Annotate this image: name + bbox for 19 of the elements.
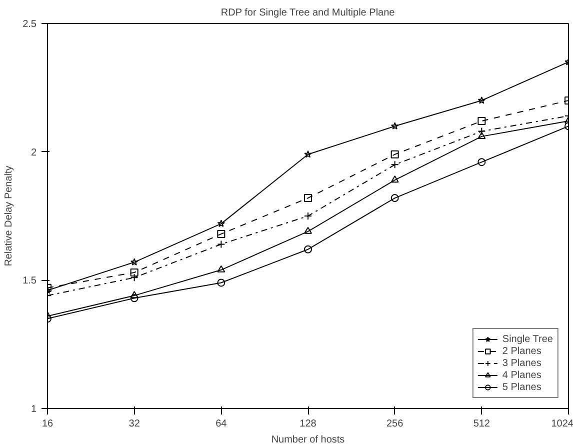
chart-title: RDP for Single Tree and Multiple Plane	[220, 8, 396, 18]
x-tick-label: 256	[386, 418, 404, 430]
legend-label: Single Tree	[502, 333, 553, 345]
legend-label: 5 Planes	[502, 381, 542, 393]
x-tick-label: 128	[300, 418, 317, 430]
x-tick-label: 32	[128, 418, 140, 430]
x-tick-label: 1024	[551, 418, 573, 430]
legend-label: 2 Planes	[502, 345, 542, 357]
y-tick-label: 1.5	[22, 276, 37, 287]
y-tick-label: 1	[30, 404, 37, 415]
y-tick-label: 2.5	[22, 19, 37, 30]
y-axis-title: Relative Delay Penalty	[4, 166, 15, 266]
legend-label: 4 Planes	[502, 369, 542, 381]
x-tick-label: 512	[473, 418, 490, 430]
x-tick-label: 16	[42, 418, 54, 430]
x-axis-title: Number of hosts	[271, 434, 345, 446]
y-tick-label: 2	[30, 147, 37, 158]
x-tick-label: 64	[216, 418, 228, 430]
legend-label: 3 Planes	[502, 357, 542, 369]
